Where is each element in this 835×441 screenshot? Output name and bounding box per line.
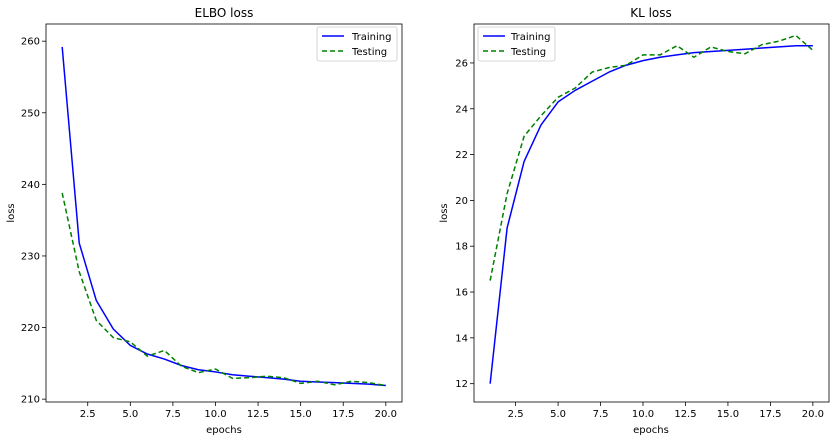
legend-label-testing: Testing xyxy=(510,47,546,58)
x-tick-label: 5.0 xyxy=(550,409,566,420)
series-line-testing xyxy=(489,34,814,281)
x-tick-label: 17.5 xyxy=(332,409,354,420)
y-tick-label: 210 xyxy=(21,395,40,406)
x-tick-label: 5.0 xyxy=(122,409,138,420)
x-tick-label: 15.0 xyxy=(717,409,739,420)
y-tick-label: 18 xyxy=(455,242,468,253)
chart-title: KL loss xyxy=(630,6,672,20)
y-tick-label: 220 xyxy=(21,323,40,334)
x-tick-label: 20.0 xyxy=(375,409,397,420)
series-layer xyxy=(489,34,814,384)
y-axis-label: loss xyxy=(439,203,450,222)
legend-label-testing: Testing xyxy=(351,47,387,58)
plot-frame xyxy=(473,23,830,403)
legend: Training Testing xyxy=(477,26,556,62)
y-tick-label: 20 xyxy=(455,196,468,207)
x-tick-label: 12.5 xyxy=(674,409,696,420)
y-tick-label: 12 xyxy=(455,379,468,390)
elbo-loss-panel: ELBO loss 2.5 5.0 7.5 10.0 12.5 15.0 17.5 20.0 … xyxy=(6,6,403,436)
y-axis-ticks: 12 14 16 18 20 22 24 26 xyxy=(455,58,474,390)
series-line-testing xyxy=(61,192,386,387)
y-tick-label: 22 xyxy=(455,150,468,161)
y-axis-ticks: 210 220 230 240 250 260 xyxy=(21,37,46,406)
plot-frame xyxy=(45,23,403,403)
chart-title: ELBO loss xyxy=(195,6,254,20)
y-tick-label: 240 xyxy=(21,180,40,191)
y-tick-label: 24 xyxy=(455,104,468,115)
x-tick-label: 12.5 xyxy=(247,409,269,420)
legend-label-training: Training xyxy=(351,32,391,43)
y-tick-label: 26 xyxy=(455,58,468,69)
x-tick-label: 2.5 xyxy=(80,409,96,420)
x-tick-label: 10.0 xyxy=(204,409,226,420)
y-tick-label: 260 xyxy=(21,37,40,48)
x-axis-label: epochs xyxy=(633,425,669,436)
y-tick-label: 14 xyxy=(455,333,468,344)
x-tick-label: 7.5 xyxy=(593,409,609,420)
y-tick-label: 230 xyxy=(21,251,40,262)
y-tick-label: 250 xyxy=(21,108,40,119)
x-tick-label: 15.0 xyxy=(290,409,312,420)
legend: Training Testing xyxy=(316,26,398,62)
y-tick-label: 16 xyxy=(455,288,468,299)
x-axis-ticks: 2.5 5.0 7.5 10.0 12.5 15.0 17.5 20.0 xyxy=(508,402,824,420)
y-axis-label: loss xyxy=(6,203,17,222)
x-tick-label: 2.5 xyxy=(508,409,524,420)
x-axis-label: epochs xyxy=(206,425,242,436)
legend-label-training: Training xyxy=(510,32,550,43)
x-tick-label: 20.0 xyxy=(802,409,824,420)
x-tick-label: 17.5 xyxy=(759,409,781,420)
series-layer xyxy=(61,46,386,387)
x-tick-label: 7.5 xyxy=(165,409,181,420)
kl-loss-panel: KL loss 2.5 5.0 7.5 10.0 12.5 15.0 17.5 20.0 12… xyxy=(439,6,830,436)
series-line-training xyxy=(489,45,813,384)
x-tick-label: 10.0 xyxy=(632,409,654,420)
x-axis-ticks: 2.5 5.0 7.5 10.0 12.5 15.0 17.5 20.0 xyxy=(80,402,397,420)
